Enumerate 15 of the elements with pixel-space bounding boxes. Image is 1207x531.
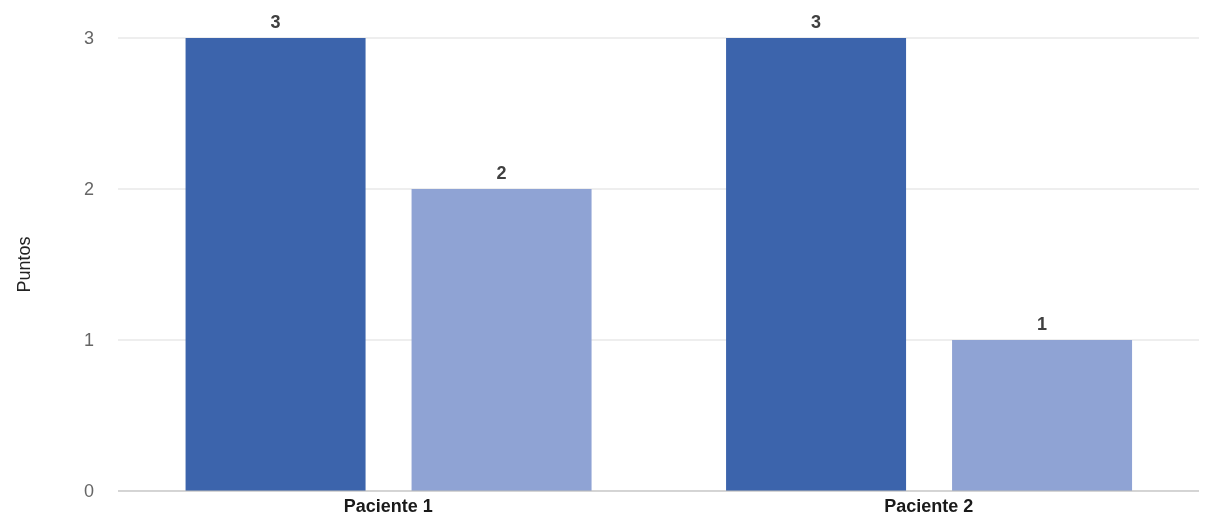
x-tick-label: Paciente 1 (343, 495, 433, 516)
x-tick-label: Paciente 2 (884, 495, 974, 516)
data-label: 3 (811, 12, 822, 32)
bar (952, 340, 1133, 491)
bar (411, 189, 592, 491)
bar (726, 38, 907, 491)
bar (185, 38, 366, 491)
y-tick-label: 0 (83, 481, 94, 502)
data-label: 2 (496, 163, 507, 183)
y-tick-label: 1 (83, 330, 94, 351)
data-label: 1 (1037, 314, 1048, 334)
y-tick-label: 2 (83, 179, 94, 200)
y-axis-title: Puntos (14, 236, 35, 293)
data-label: 3 (270, 12, 281, 32)
y-tick-label: 3 (83, 28, 94, 49)
